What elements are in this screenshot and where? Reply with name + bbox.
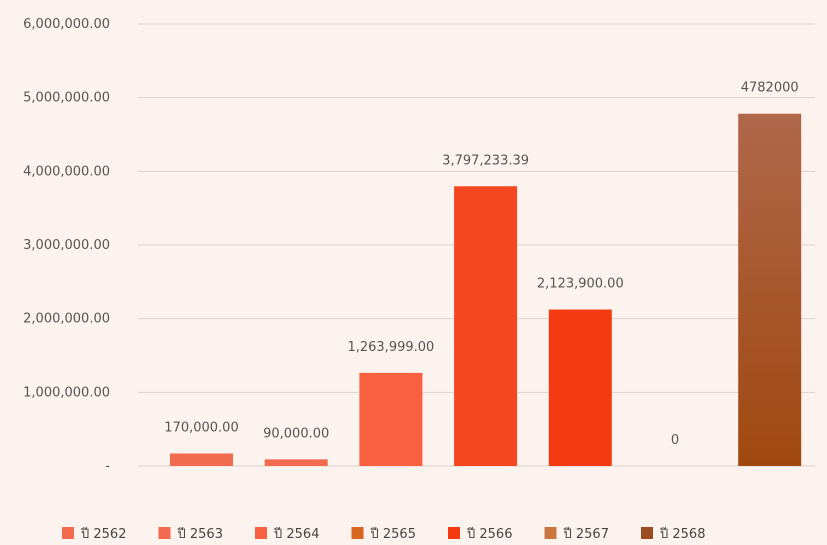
y-tick-label: 2,000,000.00 [23, 312, 110, 327]
legend-label[interactable]: ปี 2567 [562, 526, 608, 542]
bar-ปี-2565 [454, 186, 518, 466]
data-label: 1,263,999.00 [347, 340, 434, 355]
y-axis: - 1,000,000.00 2,000,000.00 3,000,000.00 4,0… [23, 17, 110, 474]
y-tick-label: 3,000,000.00 [23, 238, 110, 253]
y-tick-label: - [105, 459, 110, 474]
legend-label[interactable]: ปี 2563 [176, 526, 222, 542]
legend-label[interactable]: ปี 2565 [369, 526, 415, 542]
bar-ปี-2562 [170, 453, 233, 466]
data-label: 2,123,900.00 [537, 277, 624, 292]
bar-ปี-2566 [548, 309, 612, 466]
bar-ปี-2564 [359, 372, 423, 466]
data-label: 90,000.00 [263, 426, 329, 441]
data-label: 4782000 [741, 81, 799, 96]
legend-swatch [448, 527, 460, 539]
legend-swatch [544, 527, 557, 539]
legend-label[interactable]: ปี 2568 [659, 526, 705, 542]
data-label: 3,797,233.39 [442, 153, 529, 168]
data-label: 0 [671, 433, 679, 448]
legend-swatch [158, 527, 171, 539]
legend-swatch [641, 527, 653, 539]
legend: ปี 2562 ปี 2563 ปี 2564 ปี 2565 ปี 2566 ปี 25… [62, 526, 705, 542]
legend-swatch [351, 527, 364, 539]
data-labels: 170,000.00 90,000.00 1,263,999.00 3,797,233… [164, 81, 798, 448]
y-tick-label: 1,000,000.00 [23, 385, 110, 400]
legend-label[interactable]: ปี 2564 [273, 526, 319, 542]
legend-label[interactable]: ปี 2566 [466, 526, 512, 542]
y-tick-label: 6,000,000.00 [23, 17, 110, 32]
y-tick-label: 5,000,000.00 [23, 91, 110, 106]
bars [170, 113, 802, 466]
y-tick-label: 4,000,000.00 [23, 164, 110, 179]
data-label: 170,000.00 [164, 420, 238, 435]
bar-ปี-2568 [738, 113, 802, 466]
legend-label[interactable]: ปี 2562 [80, 526, 126, 542]
legend-swatch [62, 527, 74, 539]
bar-ปี-2563 [264, 459, 328, 466]
legend-swatch [255, 527, 267, 539]
